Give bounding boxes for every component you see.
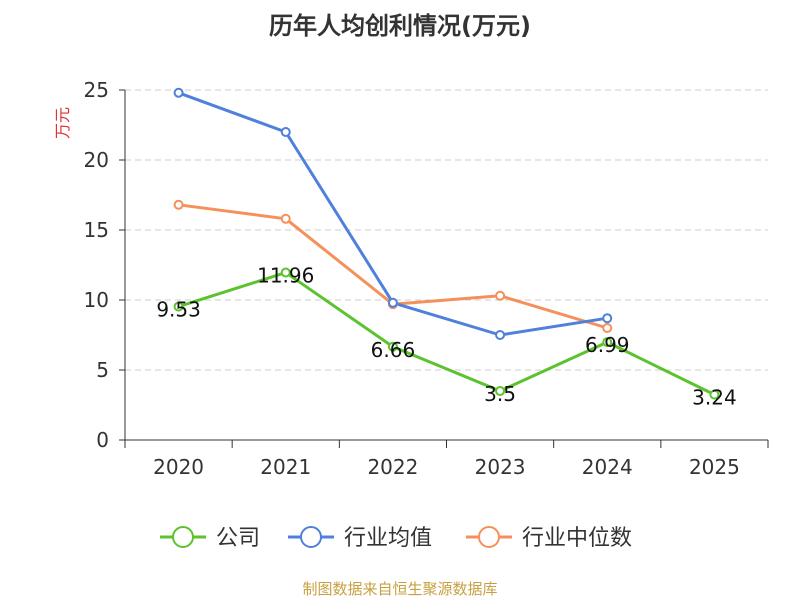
data-label-2024: 6.99 [585, 333, 630, 357]
legend-label-2: 行业中位数 [522, 526, 632, 551]
x-tick-label-2022: 2022 [367, 455, 418, 479]
y-tick-label-5: 5 [96, 358, 109, 382]
series-1-point-2024 [602, 313, 613, 324]
series-0-point-2022 [387, 341, 398, 352]
series-0-point-2023 [495, 386, 506, 396]
series-2-point-2020 [173, 199, 184, 210]
chart-title: 历年人均创利情况(万元) [269, 12, 531, 40]
series-0-point-2025 [709, 389, 720, 400]
data-label-2025: 3.24 [692, 386, 737, 410]
series-2-point-2021 [280, 213, 291, 224]
source-footer: 制图数据来自恒生聚源数据库 [302, 580, 498, 598]
data-label-2023: 3.5 [484, 382, 516, 406]
series-2-point-2023 [495, 290, 506, 301]
x-tick-label-2020: 2020 [153, 455, 204, 479]
series-0-point-2021 [280, 267, 291, 278]
y-axis-label: 万元 [53, 107, 72, 139]
series-1-point-2023 [495, 330, 506, 340]
series-2-point-2024 [602, 323, 613, 333]
legend-swatch-marker-0 [172, 526, 194, 548]
series-0-point-2024 [602, 337, 613, 348]
x-tick-label-2025: 2025 [689, 455, 740, 479]
legend-label-1: 行业均值 [344, 526, 432, 551]
series-1-point-2020 [173, 87, 184, 98]
x-tick-label-2024: 2024 [582, 455, 633, 479]
y-tick-label-25: 25 [84, 78, 109, 102]
series-line-0 [178, 271, 716, 396]
y-tick-label-15: 15 [84, 218, 109, 242]
legend-swatch-marker-1 [300, 526, 322, 548]
data-label-2021: 11.96 [257, 264, 314, 288]
series-line-2 [178, 203, 608, 330]
data-label-2022: 6.66 [371, 338, 416, 362]
x-tick-label-2021: 2021 [260, 455, 311, 479]
series-0-point-2020 [173, 301, 184, 312]
legend-label-0: 公司 [216, 526, 260, 551]
legend-swatch-marker-2 [478, 526, 500, 548]
series-1-point-2022 [387, 297, 398, 308]
x-tick-label-2023: 2023 [475, 455, 526, 479]
data-label-2020: 9.53 [156, 298, 201, 322]
series-1-point-2021 [280, 127, 291, 137]
y-tick-label-10: 10 [84, 288, 109, 312]
y-tick-label-0: 0 [96, 428, 109, 452]
y-tick-label-20: 20 [84, 148, 109, 172]
